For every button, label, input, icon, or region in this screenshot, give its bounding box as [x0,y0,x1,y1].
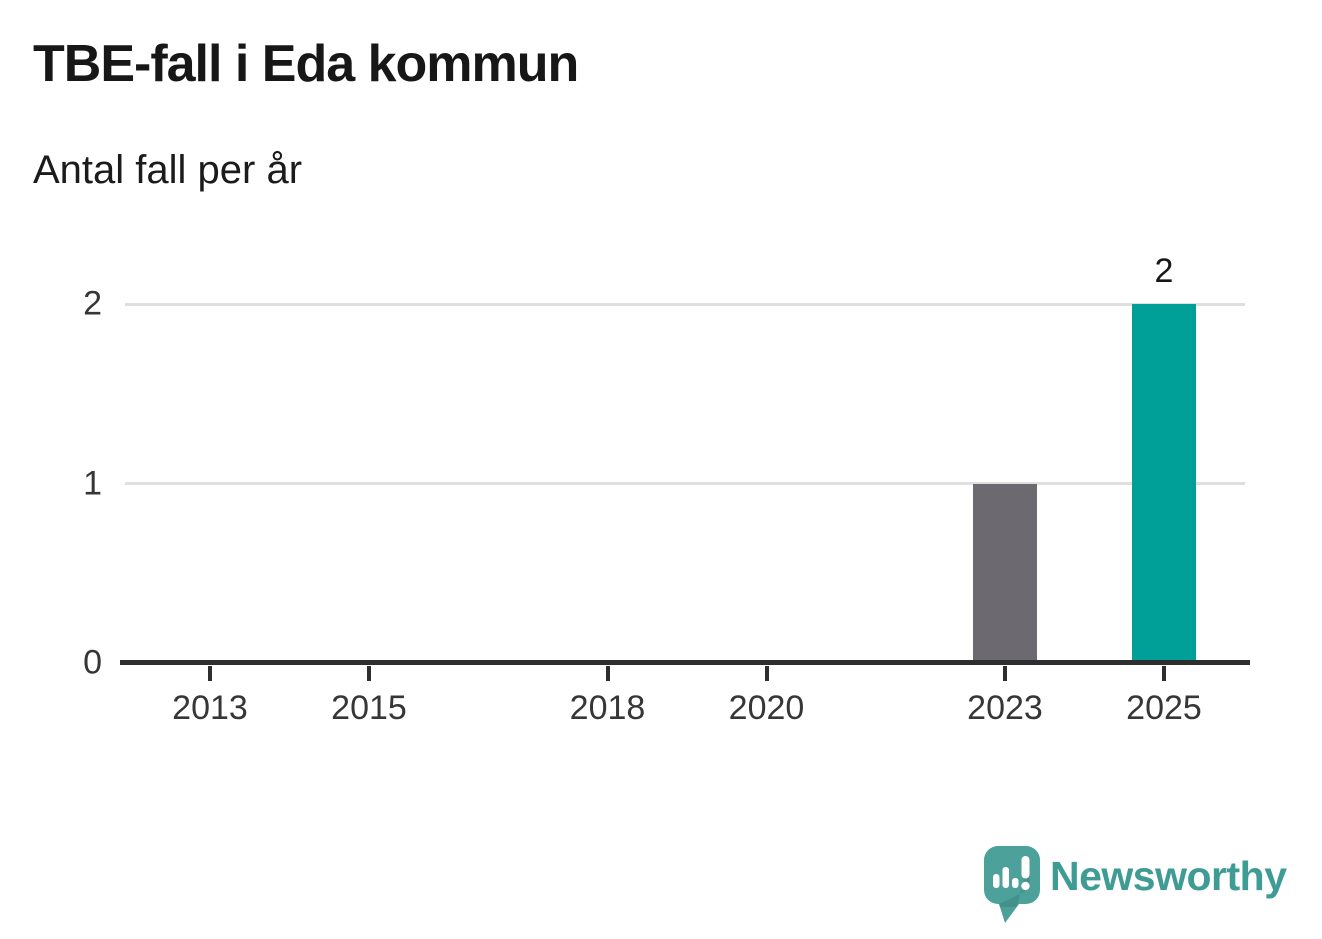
gridline-y-1 [125,482,1245,485]
bar-2023 [973,483,1037,663]
gridline-y-2 [125,302,1245,306]
y-axis-label-2: 2 [83,284,102,323]
x-axis-label-2018: 2018 [569,689,646,727]
y-axis-label-1: 1 [83,464,102,502]
chart-subtitle: Antal fall per år [33,148,303,192]
x-tick-2023 [1003,666,1007,681]
chart-title: TBE-fall i Eda kommun [33,35,579,93]
logo-exclamation-dot [1021,881,1030,891]
x-axis-label-2015: 2015 [331,689,407,727]
x-axis-label-2013: 2013 [172,689,248,727]
x-tick-2015 [367,666,371,681]
logo-chart-bar-2 [1002,867,1009,888]
newsworthy-logo-text: Newsworthy [1050,853,1287,899]
x-tick-2013 [208,666,212,681]
x-tick-2025 [1162,666,1166,681]
newsworthy-logo: Newsworthy [983,845,1287,927]
logo-exclamation-bar [1021,856,1030,879]
logo-chart-bar-1 [993,874,1000,888]
logo-chart-bar-3 [1012,878,1019,888]
x-axis-label-2025: 2025 [1126,689,1202,727]
y-axis-label-0: 0 [83,643,102,682]
x-axis-label-2020: 2020 [728,689,805,727]
bar-2025 [1132,304,1196,663]
x-axis-line [120,660,1250,665]
bar-value-label-2025: 2 [1154,252,1174,290]
x-tick-2020 [764,666,769,681]
x-axis-label-2023: 2023 [967,689,1043,727]
x-tick-2018 [605,666,610,681]
newsworthy-logo-icon [984,846,1040,923]
